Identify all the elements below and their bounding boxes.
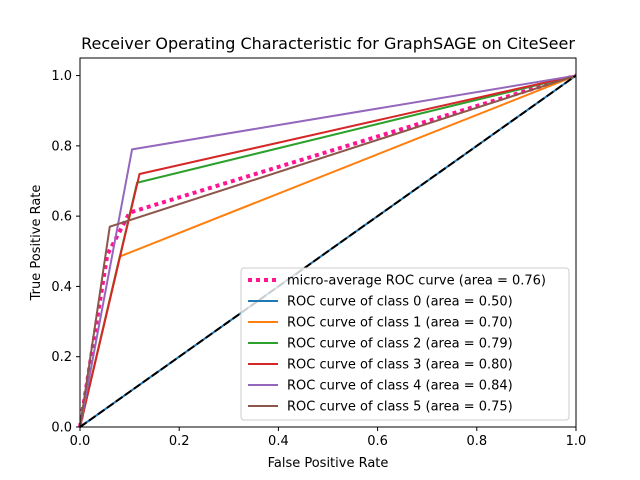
legend-label: ROC curve of class 4 (area = 0.84): [287, 379, 513, 394]
x-tick-label: 0.6: [367, 434, 388, 449]
series-line-class-4: [79, 74, 577, 428]
x-axis-label: False Positive Rate: [268, 456, 389, 471]
x-tick-label: 0.0: [70, 434, 91, 449]
series-line-class-3: [79, 74, 577, 428]
legend-label: ROC curve of class 5 (area = 0.75): [287, 400, 513, 415]
legend: micro-average ROC curve (area = 0.76) ROC…: [240, 267, 570, 421]
legend-label: ROC curve of class 0 (area = 0.50): [287, 295, 513, 310]
legend-box: [240, 267, 570, 421]
y-axis-label: True Positive Rate: [29, 185, 44, 302]
x-tick-label: 0.4: [268, 434, 289, 449]
y-tick-label: 0.6: [51, 210, 72, 225]
chart-title: Receiver Operating Characteristic for Gr…: [81, 34, 575, 53]
y-tick-label: 1.0: [51, 69, 72, 84]
series-line-class-5: [79, 74, 577, 428]
x-tick-label: 0.8: [466, 434, 487, 449]
y-tick-label: 0.2: [51, 350, 72, 365]
legend-label: ROC curve of class 2 (area = 0.79): [287, 337, 513, 352]
y-axis: 0.0 0.2 0.4 0.6 0.8 1.0: [51, 69, 80, 436]
series-layer: [78, 73, 577, 428]
x-axis: 0.0 0.2 0.4 0.6 0.8 1.0: [70, 427, 587, 449]
y-tick-label: 0.0: [51, 421, 72, 436]
x-tick-label: 0.2: [169, 434, 190, 449]
y-tick-label: 0.4: [51, 280, 72, 295]
legend-label: ROC curve of class 1 (area = 0.70): [287, 316, 513, 331]
x-tick-label: 1.0: [566, 434, 587, 449]
legend-label: ROC curve of class 3 (area = 0.80): [287, 358, 513, 373]
plot-frame: [79, 57, 577, 428]
diagonal-reference-line: [79, 74, 577, 428]
y-tick-label: 0.8: [51, 139, 72, 154]
legend-label: micro-average ROC curve (area = 0.76): [287, 274, 546, 289]
